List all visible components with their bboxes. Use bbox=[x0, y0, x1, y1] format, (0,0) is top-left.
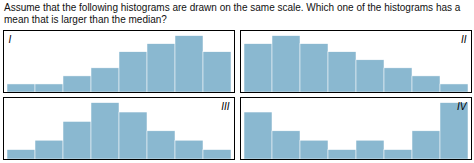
svg-text:II: II bbox=[461, 34, 467, 45]
svg-text:III: III bbox=[221, 101, 230, 112]
html-text:Assume that the following hist: Assume that the following histograms are… bbox=[4, 2, 461, 25]
svg-text:IV: IV bbox=[457, 101, 468, 112]
svg-text:I: I bbox=[9, 34, 12, 45]
